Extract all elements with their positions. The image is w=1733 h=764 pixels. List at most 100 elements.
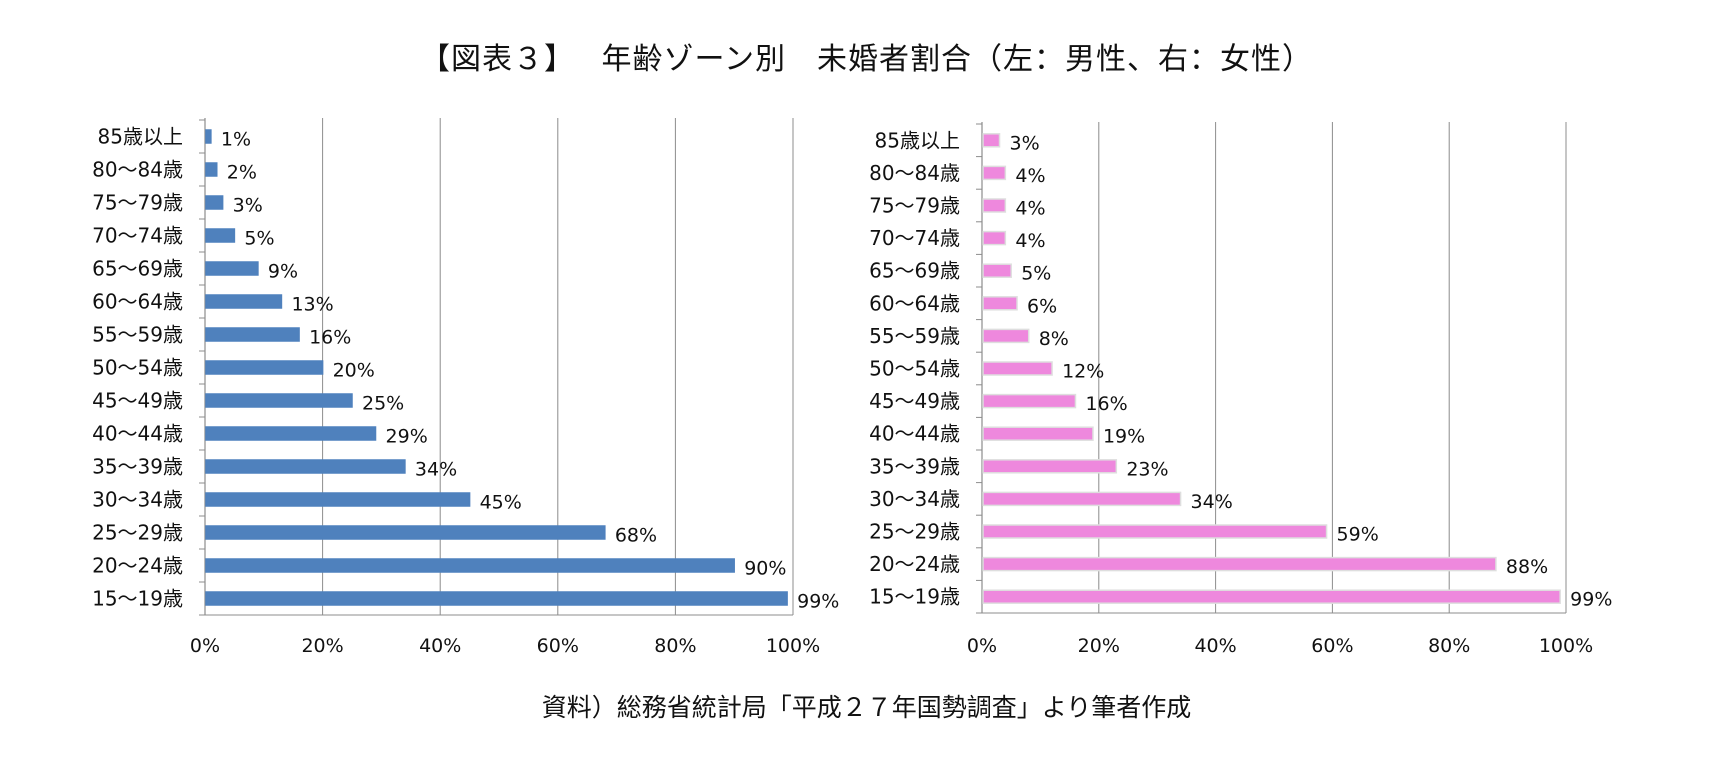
male-bar bbox=[205, 558, 735, 573]
male-category-label: 75〜79歳 bbox=[92, 191, 183, 215]
female-category-label: 40〜44歳 bbox=[869, 422, 960, 446]
male-x-tick-label: 40% bbox=[419, 635, 461, 657]
female-bar bbox=[982, 328, 1030, 344]
female-value-label: 5% bbox=[1021, 263, 1051, 285]
male-x-tick-label: 20% bbox=[301, 635, 343, 657]
female-value-label: 34% bbox=[1191, 491, 1233, 513]
male-bar bbox=[205, 360, 324, 375]
female-bar bbox=[982, 556, 1497, 572]
female-bar bbox=[982, 393, 1077, 409]
male-category-label: 65〜69歳 bbox=[92, 257, 183, 281]
chart-title: 【図表３】 年齢ゾーン別 未婚者割合（左：男性、右：女性） bbox=[419, 42, 1314, 77]
female-bar bbox=[982, 459, 1118, 474]
female-value-label: 3% bbox=[1010, 132, 1040, 154]
male-category-label: 55〜59歳 bbox=[92, 323, 183, 347]
male-value-label: 16% bbox=[309, 327, 351, 349]
male-category-label: 45〜49歳 bbox=[92, 389, 183, 413]
male-bar bbox=[205, 459, 406, 474]
female-value-label: 23% bbox=[1126, 458, 1168, 480]
male-bar bbox=[205, 492, 471, 507]
female-value-label: 19% bbox=[1103, 426, 1145, 448]
female-value-label: 59% bbox=[1337, 524, 1379, 546]
male-value-label: 90% bbox=[744, 558, 786, 580]
male-category-label: 15〜19歳 bbox=[92, 587, 183, 611]
female-bar bbox=[982, 524, 1328, 539]
male-value-label: 25% bbox=[362, 393, 404, 415]
male-category-label: 50〜54歳 bbox=[92, 356, 183, 380]
male-bar bbox=[205, 162, 218, 177]
source-note: 資料）総務省統計局「平成２７年国勢調査」より筆者作成 bbox=[541, 693, 1192, 722]
female-bar bbox=[982, 263, 1012, 278]
female-bar bbox=[982, 361, 1053, 376]
female-category-label: 85歳以上 bbox=[875, 128, 960, 152]
female-value-label: 99% bbox=[1570, 589, 1612, 611]
female-category-label: 35〜39歳 bbox=[869, 454, 960, 478]
male-bar bbox=[205, 261, 259, 276]
male-category-label: 25〜29歳 bbox=[92, 521, 183, 545]
male-value-label: 5% bbox=[244, 228, 274, 250]
male-value-label: 20% bbox=[333, 360, 375, 382]
female-category-label: 45〜49歳 bbox=[869, 389, 960, 413]
female-bar bbox=[982, 491, 1182, 507]
male-category-label: 85歳以上 bbox=[98, 125, 183, 149]
female-bar bbox=[982, 165, 1007, 181]
female-category-label: 30〜34歳 bbox=[869, 487, 960, 511]
male-bar bbox=[205, 228, 236, 243]
female-category-label: 75〜79歳 bbox=[869, 194, 960, 218]
female-category-label: 20〜24歳 bbox=[869, 552, 960, 576]
female-value-label: 8% bbox=[1039, 328, 1069, 350]
male-bar bbox=[205, 294, 283, 309]
male-value-label: 1% bbox=[221, 129, 251, 151]
male-category-label: 60〜64歳 bbox=[92, 290, 183, 314]
male-bar bbox=[205, 393, 353, 408]
male-x-tick-label: 60% bbox=[537, 635, 579, 657]
female-category-label: 15〜19歳 bbox=[869, 585, 960, 609]
male-value-label: 34% bbox=[415, 459, 457, 481]
female-category-label: 70〜74歳 bbox=[869, 226, 960, 250]
male-value-label: 13% bbox=[291, 294, 333, 316]
male-bar bbox=[205, 327, 300, 342]
female-category-label: 55〜59歳 bbox=[869, 324, 960, 348]
male-bar bbox=[205, 129, 212, 144]
female-value-label: 12% bbox=[1062, 361, 1104, 383]
male-category-label: 70〜74歳 bbox=[92, 224, 183, 248]
female-value-label: 88% bbox=[1506, 556, 1548, 578]
male-value-label: 2% bbox=[227, 162, 257, 184]
male-category-label: 80〜84歳 bbox=[92, 158, 183, 182]
male-chart: 0% 20% 40% 60% 80% 100% 85歳以上 1% 80〜84歳 2% 75〜79歳 3… bbox=[92, 118, 839, 657]
female-value-label: 4% bbox=[1015, 165, 1045, 187]
female-category-label: 25〜29歳 bbox=[869, 520, 960, 544]
male-value-label: 99% bbox=[797, 591, 839, 613]
male-value-label: 45% bbox=[480, 492, 522, 514]
male-category-label: 30〜34歳 bbox=[92, 488, 183, 512]
female-x-tick-label: 40% bbox=[1194, 635, 1236, 657]
female-x-tick-label: 20% bbox=[1078, 635, 1120, 657]
female-category-label: 65〜69歳 bbox=[869, 259, 960, 283]
female-x-tick-label: 100% bbox=[1539, 635, 1593, 657]
female-x-tick-label: 0% bbox=[967, 635, 997, 657]
female-bar bbox=[982, 230, 1007, 246]
male-bar bbox=[205, 426, 377, 441]
female-chart: 0% 20% 40% 60% 80% 100% 85歳以上 3% 80〜84歳 4% 75〜79歳 4… bbox=[869, 122, 1612, 657]
male-bar bbox=[205, 195, 224, 210]
male-category-label: 35〜39歳 bbox=[92, 455, 183, 479]
male-value-label: 9% bbox=[268, 261, 298, 283]
female-value-label: 16% bbox=[1085, 393, 1127, 415]
female-bar bbox=[982, 296, 1018, 311]
female-x-tick-label: 60% bbox=[1311, 635, 1353, 657]
male-value-label: 29% bbox=[386, 426, 428, 448]
female-category-label: 80〜84歳 bbox=[869, 161, 960, 185]
male-bar bbox=[205, 591, 788, 606]
male-x-tick-label: 100% bbox=[766, 635, 820, 657]
female-value-label: 6% bbox=[1027, 295, 1057, 317]
male-category-label: 40〜44歳 bbox=[92, 422, 183, 446]
male-x-tick-label: 0% bbox=[190, 635, 220, 657]
male-value-label: 68% bbox=[615, 525, 657, 547]
female-category-label: 50〜54歳 bbox=[869, 357, 960, 381]
female-bar bbox=[982, 589, 1561, 604]
female-value-label: 4% bbox=[1015, 230, 1045, 252]
female-x-tick-label: 80% bbox=[1428, 635, 1470, 657]
male-bar bbox=[205, 525, 606, 540]
female-category-label: 60〜64歳 bbox=[869, 291, 960, 315]
female-bar bbox=[982, 133, 1001, 148]
